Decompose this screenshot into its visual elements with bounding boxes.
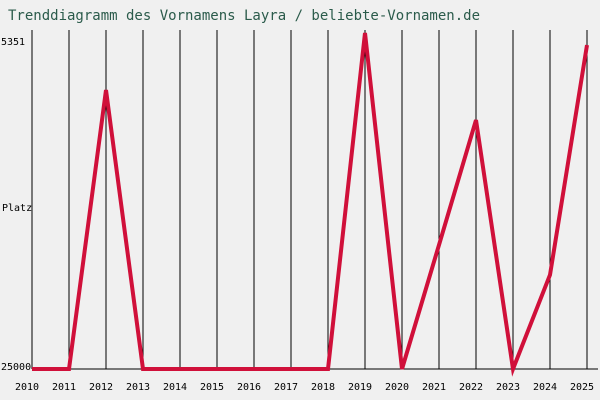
x-tick-label: 2014 (163, 382, 187, 393)
y-tick-label: 5351 (1, 37, 25, 48)
y-axis-label: Platz (2, 203, 32, 214)
x-tick-label: 2020 (385, 382, 409, 393)
x-tick-label: 2016 (237, 382, 261, 393)
x-tick-label: 2019 (348, 382, 372, 393)
x-tick-label: 2012 (89, 382, 113, 393)
y-tick-label: 25000 (1, 362, 31, 373)
x-tick-label: 2018 (311, 382, 335, 393)
chart-title: Trenddiagramm des Vornamens Layra / beli… (8, 8, 480, 24)
data-line (32, 32, 589, 377)
x-tick-label: 2017 (274, 382, 298, 393)
x-tick-label: 2011 (52, 382, 76, 393)
x-tick-label: 2015 (200, 382, 224, 393)
x-tick-label: 2022 (459, 382, 483, 393)
x-tick-label: 2023 (496, 382, 520, 393)
x-tick-label: 2013 (126, 382, 150, 393)
x-tick-label: 2025 (570, 382, 594, 393)
x-tick-label: 2010 (15, 382, 39, 393)
x-tick-label: 2024 (533, 382, 557, 393)
x-tick-label: 2021 (422, 382, 446, 393)
